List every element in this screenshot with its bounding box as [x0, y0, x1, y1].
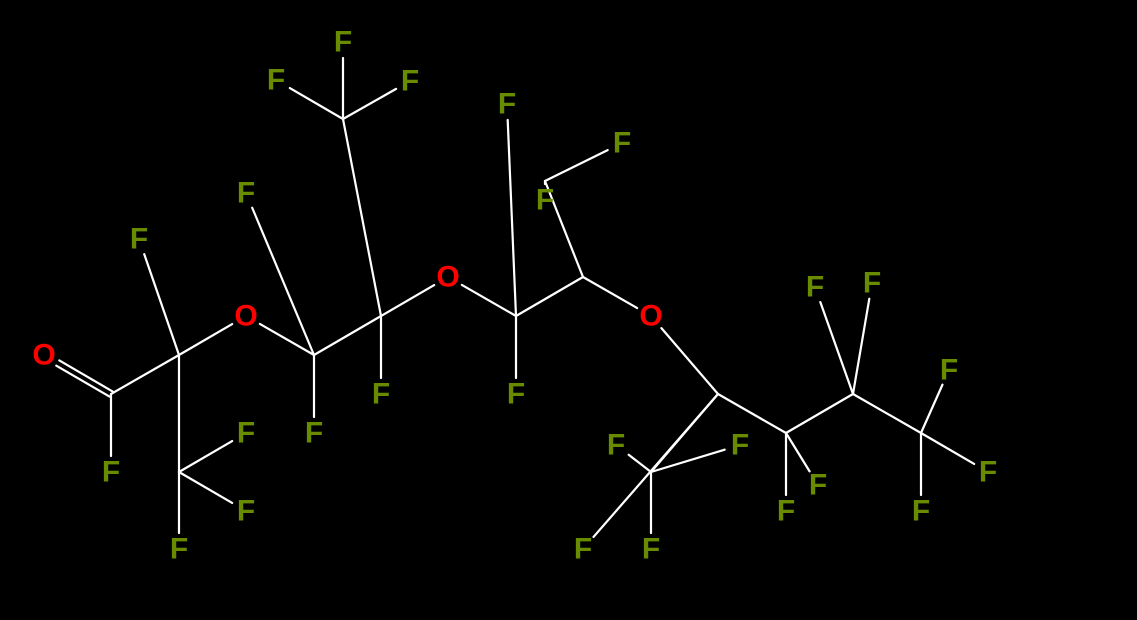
- fluorine-atom-label: F: [102, 456, 120, 489]
- fluorine-atom-label: F: [536, 184, 554, 217]
- fluorine-atom-label: F: [607, 429, 625, 462]
- fluorine-atom-label: F: [170, 533, 188, 566]
- fluorine-atom-label: F: [940, 354, 958, 387]
- fluorine-atom-label: F: [237, 177, 255, 210]
- fluorine-atom-label: F: [237, 495, 255, 528]
- fluorine-atom-label: F: [863, 267, 881, 300]
- fluorine-atom-label: F: [305, 417, 323, 450]
- fluorine-atom-label: F: [806, 271, 824, 304]
- fluorine-atom-label: F: [237, 417, 255, 450]
- oxygen-atom-label: O: [234, 300, 257, 333]
- fluorine-atom-label: F: [334, 26, 352, 59]
- oxygen-atom-label: O: [32, 339, 55, 372]
- fluorine-atom-label: F: [642, 533, 660, 566]
- fluorine-atom-label: F: [372, 378, 390, 411]
- fluorine-atom-label: F: [777, 495, 795, 528]
- oxygen-atom-label: O: [639, 300, 662, 333]
- fluorine-atom-label: F: [401, 65, 419, 98]
- fluorine-atom-label: F: [267, 64, 285, 97]
- oxygen-atom-label: O: [436, 261, 459, 294]
- fluorine-atom-label: F: [498, 88, 516, 121]
- fluorine-atom-label: F: [731, 429, 749, 462]
- fluorine-atom-label: F: [809, 469, 827, 502]
- fluorine-atom-label: F: [912, 495, 930, 528]
- fluorine-atom-label: F: [507, 378, 525, 411]
- diagram-background: [0, 0, 1137, 620]
- fluorine-atom-label: F: [574, 533, 592, 566]
- fluorine-atom-label: F: [613, 127, 631, 160]
- fluorine-atom-label: F: [979, 456, 997, 489]
- molecule-structure-diagram: OFFFFFOFFFFFFOFFFFOFFFFFFFFFFF: [0, 0, 1137, 620]
- fluorine-atom-label: F: [130, 223, 148, 256]
